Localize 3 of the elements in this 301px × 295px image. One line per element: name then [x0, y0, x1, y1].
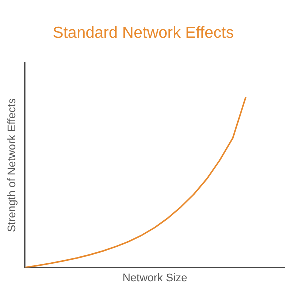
chart-title: Standard Network Effects — [52, 25, 234, 42]
x-axis-title: Network Size — [122, 272, 188, 284]
y-axis-title: Strength of Network Effects — [6, 98, 19, 232]
